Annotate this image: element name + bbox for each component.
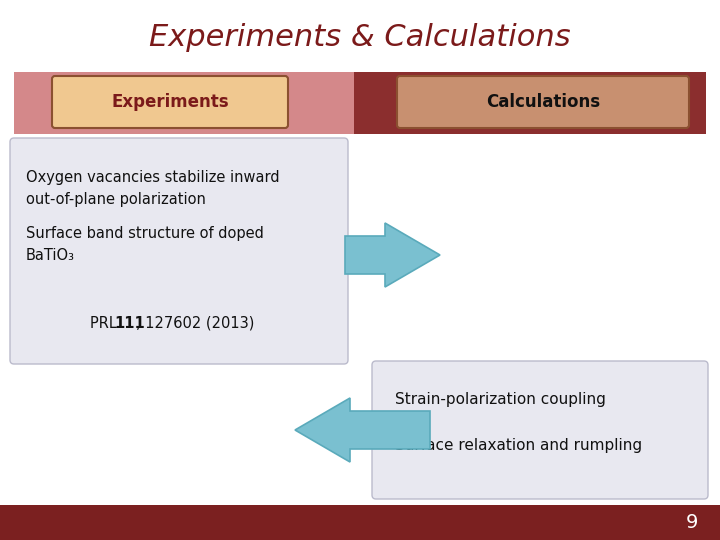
FancyBboxPatch shape bbox=[10, 138, 348, 364]
Text: PRL: PRL bbox=[90, 316, 122, 331]
Text: Surface relaxation and rumpling: Surface relaxation and rumpling bbox=[395, 438, 642, 453]
Text: , 127602 (2013): , 127602 (2013) bbox=[136, 316, 254, 331]
Text: Calculations: Calculations bbox=[486, 93, 600, 111]
FancyBboxPatch shape bbox=[397, 76, 689, 128]
Polygon shape bbox=[345, 223, 440, 287]
Text: Experiments & Calculations: Experiments & Calculations bbox=[149, 24, 571, 52]
Text: BaTiO₃: BaTiO₃ bbox=[26, 248, 75, 263]
Bar bbox=[0, 505, 720, 540]
Text: Strain-polarization coupling: Strain-polarization coupling bbox=[395, 392, 606, 407]
Text: Oxygen vacancies stabilize inward: Oxygen vacancies stabilize inward bbox=[26, 170, 279, 185]
Bar bbox=[14, 72, 354, 134]
Bar bbox=[14, 72, 706, 134]
FancyBboxPatch shape bbox=[372, 361, 708, 499]
Polygon shape bbox=[295, 398, 430, 462]
Text: out-of-plane polarization: out-of-plane polarization bbox=[26, 192, 206, 207]
Text: 111: 111 bbox=[114, 316, 145, 331]
FancyBboxPatch shape bbox=[52, 76, 288, 128]
Text: Surface band structure of doped: Surface band structure of doped bbox=[26, 226, 264, 241]
Text: Experiments: Experiments bbox=[111, 93, 229, 111]
Text: 9: 9 bbox=[686, 512, 698, 531]
